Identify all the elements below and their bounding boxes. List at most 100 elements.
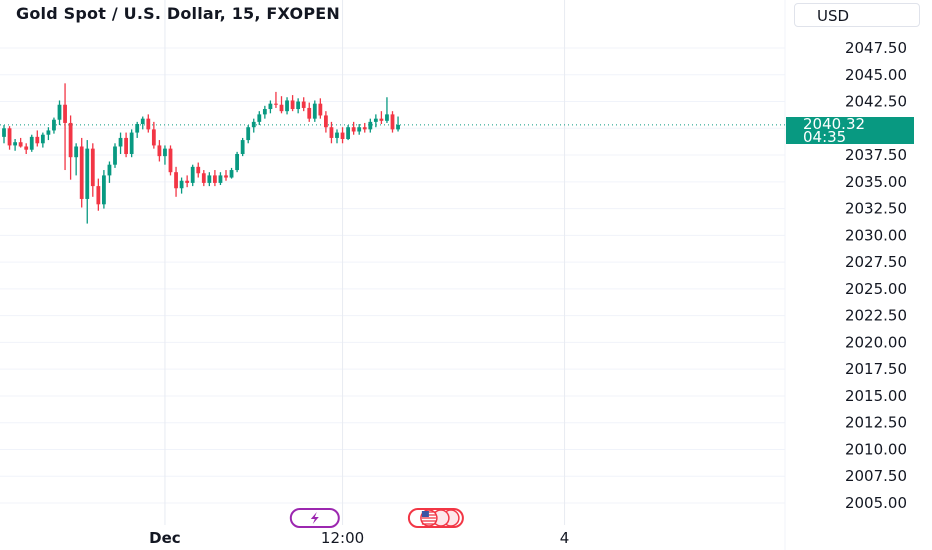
candle[interactable] [113, 143, 117, 168]
candle[interactable] [151, 121, 156, 149]
candle-body [113, 146, 117, 165]
candle[interactable] [135, 121, 140, 138]
candle[interactable] [35, 130, 40, 147]
time-axis[interactable]: Dec 12:00 4 [149, 529, 569, 547]
candle[interactable] [201, 170, 206, 187]
price-tick-label: 2047.50 [845, 39, 907, 57]
candle[interactable] [224, 170, 228, 181]
candle[interactable] [179, 177, 184, 194]
candle-body [296, 101, 301, 110]
candle[interactable] [251, 118, 256, 133]
candle[interactable] [79, 137, 84, 208]
candle[interactable] [262, 105, 267, 119]
candle[interactable] [185, 175, 190, 188]
candle[interactable] [7, 126, 12, 150]
candle[interactable] [129, 129, 134, 158]
candle[interactable] [85, 140, 90, 224]
candle[interactable] [74, 143, 79, 176]
candle-body [174, 172, 178, 189]
candle-body [2, 128, 6, 137]
candle-body [390, 114, 395, 130]
candle[interactable] [57, 100, 62, 126]
candle[interactable] [357, 124, 362, 135]
candle[interactable] [318, 98, 323, 119]
lightning-icon[interactable] [289, 508, 340, 528]
candle[interactable] [268, 100, 273, 114]
price-tick-label: 2037.50 [845, 146, 907, 164]
price-tick-label: 2032.50 [845, 200, 907, 218]
candle[interactable] [18, 137, 23, 148]
candle[interactable] [2, 125, 6, 144]
time-tick-label: Dec [149, 529, 181, 547]
candle[interactable] [385, 97, 389, 123]
candle[interactable] [174, 166, 178, 197]
candle[interactable] [285, 97, 289, 115]
candle[interactable] [229, 167, 234, 179]
candle[interactable] [307, 102, 312, 122]
candle[interactable] [46, 127, 51, 141]
candle-body [368, 121, 373, 130]
candle[interactable] [118, 132, 123, 154]
candle[interactable] [196, 162, 201, 178]
candle[interactable] [340, 127, 345, 144]
candles[interactable] [2, 83, 400, 224]
candle[interactable] [40, 132, 45, 148]
candle[interactable] [13, 139, 17, 151]
candle[interactable] [218, 172, 223, 186]
price-tick-label: 2007.50 [845, 467, 907, 485]
candle[interactable] [396, 116, 400, 132]
candle[interactable] [213, 170, 217, 187]
candle[interactable] [274, 91, 278, 108]
candle[interactable] [163, 145, 167, 165]
event-markers[interactable] [289, 508, 464, 528]
candle[interactable] [102, 170, 106, 209]
candle[interactable] [379, 111, 384, 125]
candle[interactable] [68, 115, 73, 180]
candle[interactable] [124, 132, 128, 158]
candle[interactable] [335, 129, 339, 144]
candle[interactable] [63, 83, 67, 171]
candle[interactable] [207, 172, 212, 187]
currency-selector[interactable]: USD [794, 3, 920, 27]
candle[interactable] [324, 111, 328, 133]
candle-body [312, 103, 317, 119]
candle[interactable] [346, 125, 350, 141]
candle[interactable] [290, 95, 295, 112]
candle[interactable] [140, 116, 145, 130]
candle[interactable] [279, 96, 284, 114]
candle[interactable] [29, 134, 34, 152]
candle[interactable] [24, 143, 29, 154]
candle-body [224, 175, 228, 178]
candle[interactable] [368, 118, 373, 133]
candle[interactable] [296, 98, 301, 114]
candle-body [274, 103, 278, 105]
candle[interactable] [235, 151, 239, 173]
candle-body [329, 127, 334, 138]
price-axis[interactable]: 2047.50 2045.00 2042.50 2037.50 2035.00 2032.… [845, 39, 907, 512]
candle[interactable] [146, 114, 151, 133]
candle[interactable] [90, 143, 95, 197]
candle[interactable] [301, 97, 306, 112]
us-flag-icon[interactable] [407, 508, 464, 528]
candle-body [218, 175, 223, 183]
candle[interactable] [190, 164, 195, 187]
candle[interactable] [168, 145, 173, 176]
bar-countdown: 04:35 [803, 128, 847, 146]
candle[interactable] [373, 114, 378, 128]
candle[interactable] [390, 111, 395, 133]
candle[interactable] [96, 178, 101, 211]
candle[interactable] [157, 140, 162, 162]
candle[interactable] [240, 137, 245, 157]
candle[interactable] [351, 121, 356, 135]
candle[interactable] [52, 117, 56, 134]
candle[interactable] [257, 111, 262, 126]
candle-body [335, 132, 339, 138]
candle[interactable] [312, 100, 317, 122]
candle-body [74, 146, 79, 158]
candle[interactable] [329, 121, 334, 144]
candle[interactable] [107, 161, 112, 183]
candle[interactable] [246, 125, 251, 144]
candle-body [79, 146, 84, 199]
candle[interactable] [362, 122, 367, 133]
